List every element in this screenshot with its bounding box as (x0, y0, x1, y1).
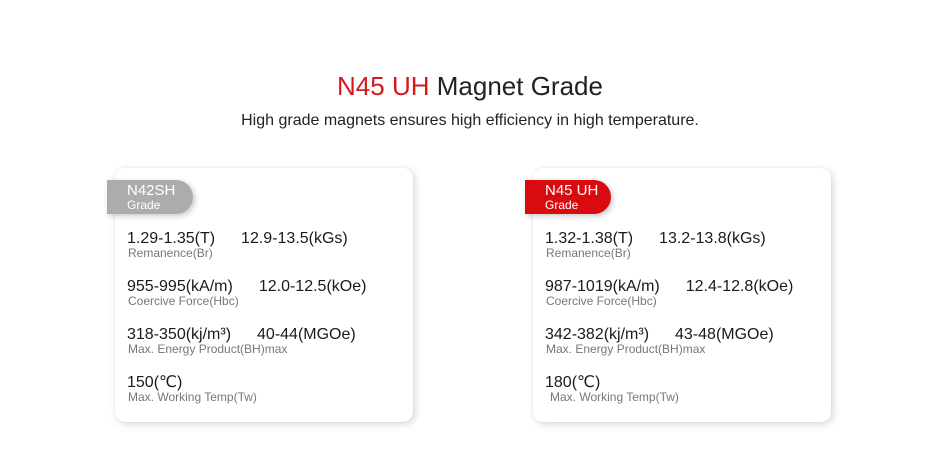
grade-badge-name: N42SH (127, 182, 176, 199)
grade-card-n42sh: N42SH Grade 1.29-1.35(T) 12.9-13.5(kGs) R… (107, 168, 413, 422)
spec-row-working-temp: 180(℃) Max. Working Temp(Tw) (545, 373, 835, 404)
spec-row-coercive-force: 987-1019(kA/m) 12.4-12.8(kOe) Coercive Fo… (545, 277, 835, 308)
spec-value-primary: 987-1019(kA/m) (545, 278, 660, 295)
spec-label: Max. Working Temp(Tw) (550, 390, 679, 404)
spec-value-primary: 955-995(kA/m) (127, 278, 233, 295)
spec-row-coercive-force: 955-995(kA/m) 12.0-12.5(kOe) Coercive For… (127, 277, 417, 308)
grade-badge-name: N45 UH (545, 182, 599, 199)
grade-card-n45uh: N45 UH Grade 1.32-1.38(T) 13.2-13.8(kGs) … (525, 168, 831, 422)
spec-value-secondary: 12.4-12.8(kOe) (685, 278, 794, 295)
spec-label: Max. Energy Product(BH)max (128, 342, 288, 356)
spec-row-remanence: 1.32-1.38(T) 13.2-13.8(kGs) Remanence(Br) (545, 229, 835, 260)
grade-badge: N42SH Grade (107, 180, 193, 214)
spec-label: Max. Energy Product(BH)max (546, 342, 706, 356)
spec-value-primary: 1.32-1.38(T) (545, 230, 634, 247)
spec-row-energy-product: 318-350(kj/m³) 40-44(MGOe) Max. Energy Pr… (127, 325, 417, 356)
spec-label: Coercive Force(Hbc) (546, 294, 657, 308)
spec-value-primary: 318-350(kj/m³) (127, 326, 232, 343)
spec-value-primary: 342-382(kj/m³) (545, 326, 650, 343)
spec-value-secondary: 40-44(MGOe) (257, 326, 356, 343)
spec-value-secondary: 43-48(MGOe) (675, 326, 774, 343)
spec-value-secondary: 12.9-13.5(kGs) (241, 230, 348, 247)
grade-badge: N45 UH Grade (525, 180, 611, 214)
spec-row-remanence: 1.29-1.35(T) 12.9-13.5(kGs) Remanence(Br) (127, 229, 417, 260)
spec-value-secondary: 13.2-13.8(kGs) (659, 230, 766, 247)
spec-value-primary: 150(℃) (127, 374, 183, 391)
spec-label: Remanence(Br) (128, 246, 213, 260)
spec-label: Remanence(Br) (546, 246, 631, 260)
spec-value-primary: 180(℃) (545, 374, 601, 391)
page-subtitle: High grade magnets ensures high efficien… (241, 112, 699, 129)
spec-value-primary: 1.29-1.35(T) (127, 230, 216, 247)
page-title: N45 UH Magnet Grade (0, 70, 940, 102)
spec-label: Max. Working Temp(Tw) (128, 390, 257, 404)
spec-value-secondary: 12.0-12.5(kOe) (258, 278, 367, 295)
spec-row-working-temp: 150(℃) Max. Working Temp(Tw) (127, 373, 417, 404)
spec-label: Coercive Force(Hbc) (128, 294, 239, 308)
grade-badge-sub: Grade (127, 198, 161, 212)
title-rest: Magnet Grade (436, 71, 603, 101)
title-accent: N45 UH (337, 71, 430, 101)
grade-badge-sub: Grade (545, 198, 579, 212)
spec-row-energy-product: 342-382(kj/m³) 43-48(MGOe) Max. Energy Pr… (545, 325, 835, 356)
